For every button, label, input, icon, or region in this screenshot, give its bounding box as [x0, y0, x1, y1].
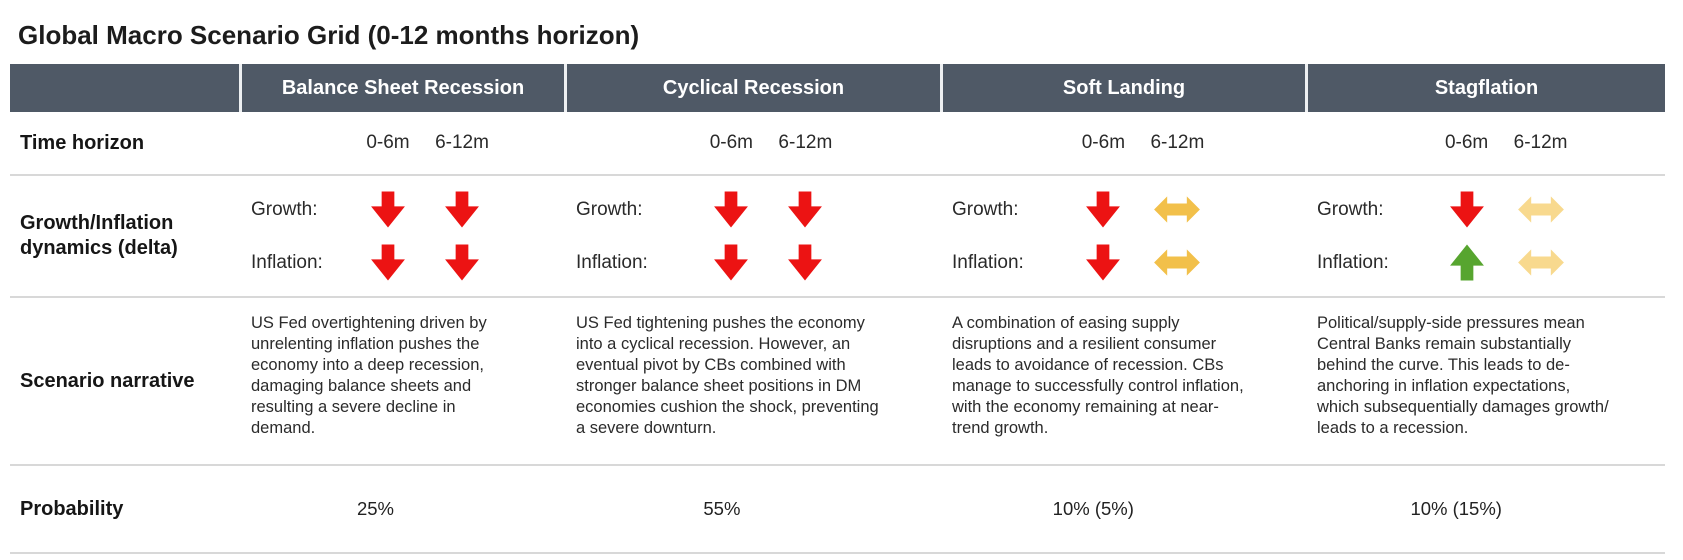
narrative-text: US Fed tightening pushes the economy int…	[576, 314, 879, 437]
inflation-label: Inflation:	[952, 251, 1024, 273]
dynamics-cell-soft-landing: Growth: Inflation:	[940, 176, 1305, 296]
row-label-narrative: Scenario narrative	[20, 369, 195, 392]
inflation-line: Inflation:	[564, 243, 940, 282]
period-label-6-12m: 6-12m	[1150, 132, 1205, 153]
growth-line: Growth:	[239, 190, 564, 229]
row-label-dynamics: Growth/Inflation dynamics (delta)	[20, 212, 178, 259]
period-label-0-6m: 0-6m	[1081, 132, 1126, 153]
growth-arrow-6-12m-icon	[1135, 193, 1219, 226]
page-title: Global Macro Scenario Grid (0-12 months …	[18, 20, 640, 50]
inflation-arrow-0-6m-icon	[356, 243, 420, 282]
growth-arrow-6-12m-icon	[763, 190, 847, 229]
inflation-arrow-0-6m-icon	[699, 243, 763, 282]
dynamics-cell-balance-sheet-recession: Growth: Inflation:	[239, 176, 564, 296]
narrative-text: US Fed overtightening driven by unrelent…	[251, 314, 487, 437]
probability-row: Probability 25% 55% 10% (5%) 10% (15%)	[10, 466, 1665, 554]
narrative-text: Political/supply-side pressures mean Cen…	[1317, 314, 1609, 437]
inflation-arrow-0-6m-icon	[1071, 243, 1135, 282]
inflation-label: Inflation:	[576, 251, 648, 273]
probability-cell-stagflation: 10% (15%)	[1305, 498, 1665, 520]
header-cell-balance-sheet-recession: Balance Sheet Recession	[239, 64, 564, 112]
period-label-0-6m: 0-6m	[366, 132, 410, 153]
time-cell-soft-landing: 0-6m 6-12m	[940, 112, 1305, 174]
dynamics-cell-stagflation: Growth: Inflation:	[1305, 176, 1665, 296]
probability-value: 10% (5%)	[1052, 498, 1134, 519]
inflation-arrow-6-12m-icon	[1499, 246, 1583, 279]
probability-cell-soft-landing: 10% (5%)	[940, 498, 1305, 520]
header-cell-soft-landing: Soft Landing	[940, 64, 1305, 112]
period-label-0-6m: 0-6m	[1444, 132, 1489, 153]
period-label-6-12m: 6-12m	[1513, 132, 1568, 153]
growth-label: Growth:	[576, 198, 643, 220]
time-cell-cyclical-recession: 0-6m 6-12m	[564, 112, 940, 174]
inflation-line: Inflation:	[239, 243, 564, 282]
probability-value: 10% (15%)	[1410, 498, 1502, 519]
time-cell-balance-sheet-recession: 0-6m 6-12m	[239, 112, 564, 174]
probability-value: 55%	[703, 498, 741, 519]
inflation-line: Inflation:	[940, 243, 1305, 282]
inflation-label: Inflation:	[1317, 251, 1389, 273]
growth-line: Growth:	[940, 190, 1305, 229]
growth-arrow-6-12m-icon	[1499, 193, 1583, 226]
period-label-0-6m: 0-6m	[709, 132, 753, 153]
growth-arrow-0-6m-icon	[699, 190, 763, 229]
growth-label: Growth:	[251, 198, 318, 220]
time-cell-stagflation: 0-6m 6-12m	[1305, 112, 1665, 174]
dynamics-cell-cyclical-recession: Growth: Inflation:	[564, 176, 940, 296]
time-horizon-row: Time horizon 0-6m 6-12m 0-6m 6-12m 0-6m …	[10, 112, 1665, 176]
scenario-grid-table: Balance Sheet Recession Cyclical Recessi…	[10, 64, 1665, 554]
header-empty-cell	[10, 64, 239, 112]
inflation-line: Inflation:	[1305, 243, 1665, 282]
header-row: Balance Sheet Recession Cyclical Recessi…	[10, 64, 1665, 112]
period-label-6-12m: 6-12m	[778, 132, 833, 153]
narrative-cell-balance-sheet-recession: US Fed overtightening driven by unrelent…	[239, 298, 564, 464]
growth-arrow-6-12m-icon	[420, 190, 504, 229]
probability-cell-balance-sheet-recession: 25%	[239, 498, 564, 520]
narrative-cell-stagflation: Political/supply-side pressures mean Cen…	[1305, 298, 1665, 464]
narrative-row: Scenario narrative US Fed overtightening…	[10, 298, 1665, 466]
period-label-6-12m: 6-12m	[435, 132, 489, 153]
narrative-cell-cyclical-recession: US Fed tightening pushes the economy int…	[564, 298, 940, 464]
growth-label: Growth:	[952, 198, 1019, 220]
header-cell-stagflation: Stagflation	[1305, 64, 1665, 112]
narrative-text: A combination of easing supply disruptio…	[952, 314, 1244, 437]
probability-cell-cyclical-recession: 55%	[564, 498, 940, 520]
inflation-arrow-0-6m-icon	[1435, 243, 1499, 282]
inflation-arrow-6-12m-icon	[763, 243, 847, 282]
inflation-arrow-6-12m-icon	[420, 243, 504, 282]
growth-arrow-0-6m-icon	[1435, 190, 1499, 229]
probability-value: 25%	[356, 498, 395, 519]
row-label-time-horizon: Time horizon	[20, 131, 145, 154]
row-label-probability: Probability	[20, 497, 124, 520]
growth-arrow-0-6m-icon	[356, 190, 420, 229]
growth-arrow-0-6m-icon	[1071, 190, 1135, 229]
header-cell-cyclical-recession: Cyclical Recession	[564, 64, 940, 112]
narrative-cell-soft-landing: A combination of easing supply disruptio…	[940, 298, 1305, 464]
dynamics-row: Growth/Inflation dynamics (delta) Growth…	[10, 176, 1665, 298]
growth-line: Growth:	[1305, 190, 1665, 229]
growth-line: Growth:	[564, 190, 940, 229]
growth-label: Growth:	[1317, 198, 1384, 220]
inflation-arrow-6-12m-icon	[1135, 246, 1219, 279]
inflation-label: Inflation:	[251, 251, 323, 273]
